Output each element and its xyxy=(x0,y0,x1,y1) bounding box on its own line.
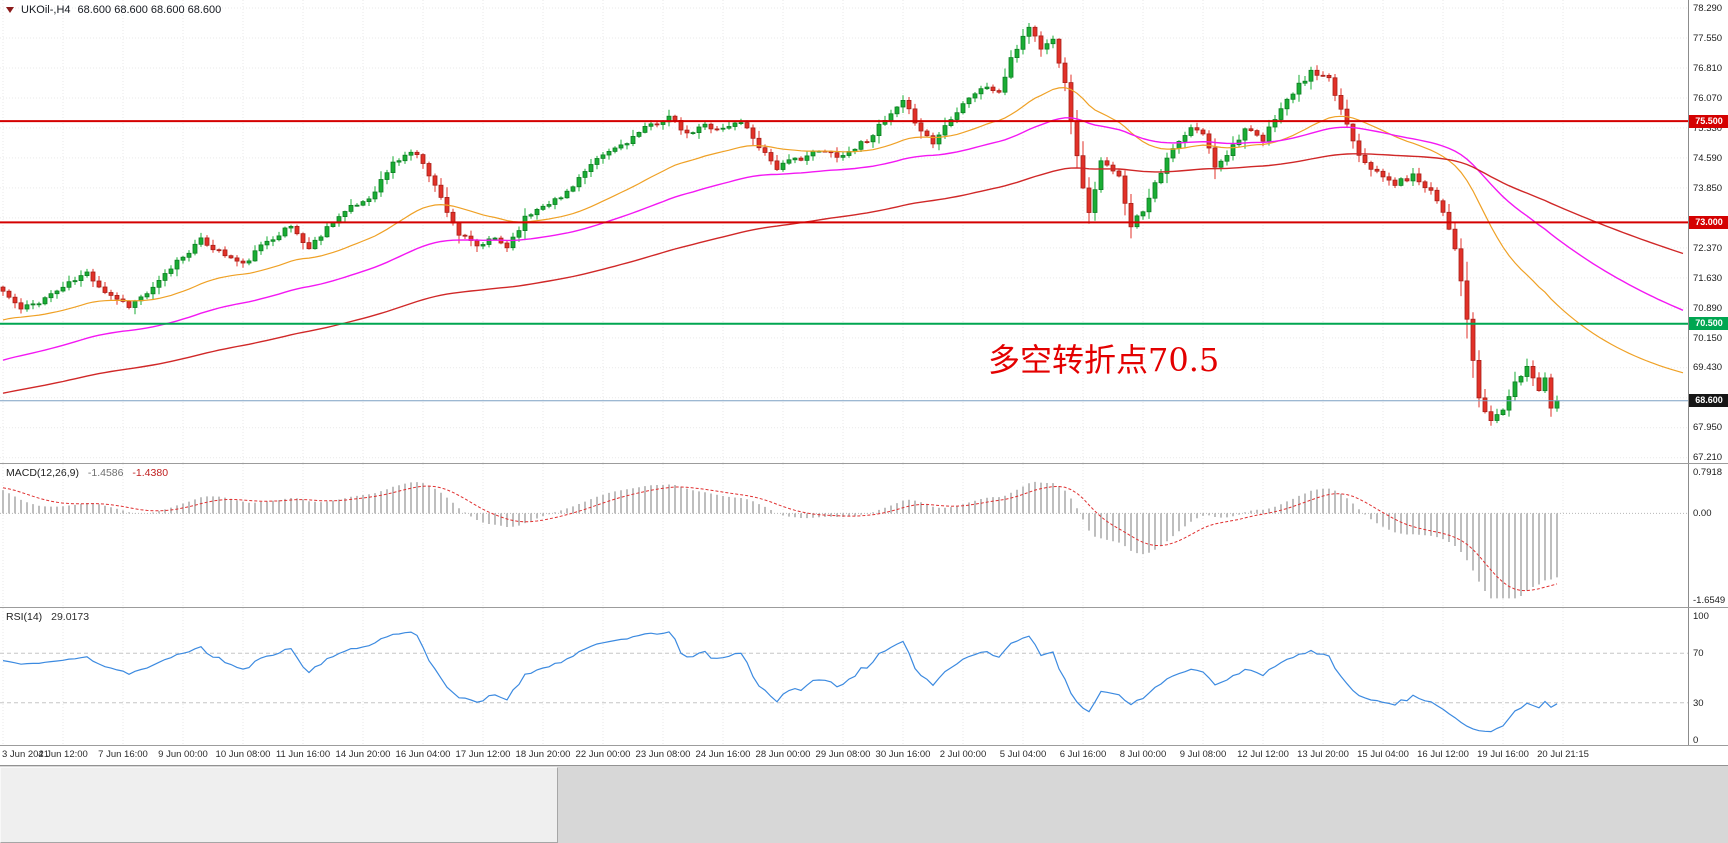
date-tick-label: 4 Jun 12:00 xyxy=(38,749,88,760)
price-tick-label: 77.550 xyxy=(1693,32,1723,44)
price-line-badge: 73.000 xyxy=(1689,215,1728,229)
price-axis[interactable]: 78.290 77.550 76.810 76.070 75.330 74.590 73.8… xyxy=(1688,0,1728,463)
macd-axis[interactable]: 0.7918 0.00 -1.6549 xyxy=(1688,464,1728,607)
date-tick-label: 28 Jun 00:00 xyxy=(755,749,811,760)
macd-indicator-panel[interactable]: MACD(12,26,9) -1.4586 -1.4380 0.7918 0.00… xyxy=(0,464,1728,607)
rsi-name: RSI(14) xyxy=(6,611,43,623)
date-tick-label: 9 Jul 08:00 xyxy=(1179,749,1227,760)
chart-annotation-text: 多空转折点70.5 xyxy=(988,341,1220,379)
panel-divider[interactable] xyxy=(0,463,1728,464)
rsi-label: RSI(14) 29.0173 xyxy=(6,611,95,623)
price-tick-label: 70.150 xyxy=(1693,332,1723,344)
symbol-timeframe-label: UKOil-,H4 xyxy=(21,4,71,16)
date-tick-label: 13 Jul 20:00 xyxy=(1297,749,1349,760)
rsi-indicator-panel[interactable]: RSI(14) 29.0173 100 70 30 0 xyxy=(0,608,1728,746)
date-tick-label: 3 Jun 2021 xyxy=(2,749,50,760)
date-tick-label: 30 Jun 16:00 xyxy=(875,749,931,760)
date-tick-label: 14 Jun 20:00 xyxy=(335,749,391,760)
rsi-tick-label: 100 xyxy=(1693,611,1709,622)
ohlc-quote-label: 68.600 68.600 68.600 68.600 xyxy=(77,4,222,16)
current-price-badge: 68.600 xyxy=(1689,394,1728,408)
date-tick-label: 5 Jul 04:00 xyxy=(999,749,1047,760)
rsi-tick-label: 70 xyxy=(1693,648,1704,660)
macd-value-main: -1.4586 xyxy=(87,467,124,479)
date-tick-label: 7 Jun 16:00 xyxy=(98,749,148,760)
date-tick-label: 11 Jun 16:00 xyxy=(275,749,331,760)
candlestick-chart[interactable] xyxy=(0,0,1688,463)
rsi-value: 29.0173 xyxy=(51,611,90,623)
date-tick-label: 24 Jun 16:00 xyxy=(695,749,751,760)
price-tick-label: 78.290 xyxy=(1693,3,1723,14)
macd-label: MACD(12,26,9) -1.4586 -1.4380 xyxy=(6,467,174,479)
rsi-tick-label: 30 xyxy=(1693,697,1704,709)
date-tick-label: 6 Jul 16:00 xyxy=(1059,749,1107,760)
price-tick-label: 74.590 xyxy=(1693,152,1723,164)
rsi-tick-label: 0 xyxy=(1693,735,1699,746)
date-tick-label: 29 Jun 08:00 xyxy=(815,749,871,760)
macd-value-signal: -1.4380 xyxy=(132,467,169,479)
rsi-axis[interactable]: 100 70 30 0 xyxy=(1688,608,1728,746)
panel-divider[interactable] xyxy=(0,745,1728,746)
price-tick-label: 75.330 xyxy=(1693,122,1723,134)
time-axis[interactable]: 3 Jun 2021 4 Jun 12:00 7 Jun 16:00 9 Jun 00… xyxy=(0,746,1728,764)
date-tick-label: 20 Jul 21:15 xyxy=(1537,749,1589,760)
date-tick-label: 16 Jun 04:00 xyxy=(395,749,451,760)
date-tick-label: 19 Jul 16:00 xyxy=(1477,749,1529,760)
price-tick-label: 67.210 xyxy=(1693,452,1723,463)
price-tick-label: 71.630 xyxy=(1693,272,1723,284)
symbol-dropdown-icon[interactable] xyxy=(6,7,14,13)
date-tick-label: 12 Jul 12:00 xyxy=(1237,749,1289,760)
price-tick-label: 72.370 xyxy=(1693,242,1723,254)
date-tick-label: 9 Jun 00:00 xyxy=(158,749,208,760)
horizontal-scrollbar[interactable] xyxy=(0,765,1728,843)
macd-tick-label: -1.6549 xyxy=(1693,595,1726,606)
date-tick-label: 17 Jun 12:00 xyxy=(455,749,511,760)
price-tick-label: 69.430 xyxy=(1693,362,1723,374)
date-tick-label: 23 Jun 08:00 xyxy=(635,749,691,760)
price-tick-label: 76.810 xyxy=(1693,62,1723,74)
price-line-badge: 70.500 xyxy=(1689,317,1728,331)
price-tick-label: 73.850 xyxy=(1693,182,1723,194)
date-tick-label: 2 Jul 00:00 xyxy=(939,749,987,760)
macd-chart[interactable] xyxy=(0,464,1688,607)
price-tick-label: 70.890 xyxy=(1693,302,1723,314)
date-tick-label: 8 Jul 00:00 xyxy=(1119,749,1167,760)
macd-tick-label: 0.00 xyxy=(1693,508,1712,520)
date-tick-label: 22 Jun 00:00 xyxy=(575,749,631,760)
date-tick-label: 18 Jun 20:00 xyxy=(515,749,571,760)
panel-divider[interactable] xyxy=(0,607,1728,608)
date-tick-label: 10 Jun 08:00 xyxy=(215,749,271,760)
date-tick-label: 15 Jul 04:00 xyxy=(1357,749,1409,760)
scrollbar-thumb[interactable] xyxy=(0,767,558,843)
macd-tick-label: 0.7918 xyxy=(1693,467,1723,478)
macd-name: MACD(12,26,9) xyxy=(6,467,79,479)
price-chart-panel[interactable]: UKOil-,H4 68.600 68.600 68.600 68.600 多空… xyxy=(0,0,1728,463)
price-tick-label: 76.070 xyxy=(1693,92,1723,104)
date-tick-label: 16 Jul 12:00 xyxy=(1417,749,1469,760)
price-tick-label: 67.950 xyxy=(1693,422,1723,433)
price-line-badge: 75.500 xyxy=(1689,114,1728,128)
rsi-chart[interactable] xyxy=(0,608,1688,745)
chart-quote-header: UKOil-,H4 68.600 68.600 68.600 68.600 xyxy=(6,4,221,16)
